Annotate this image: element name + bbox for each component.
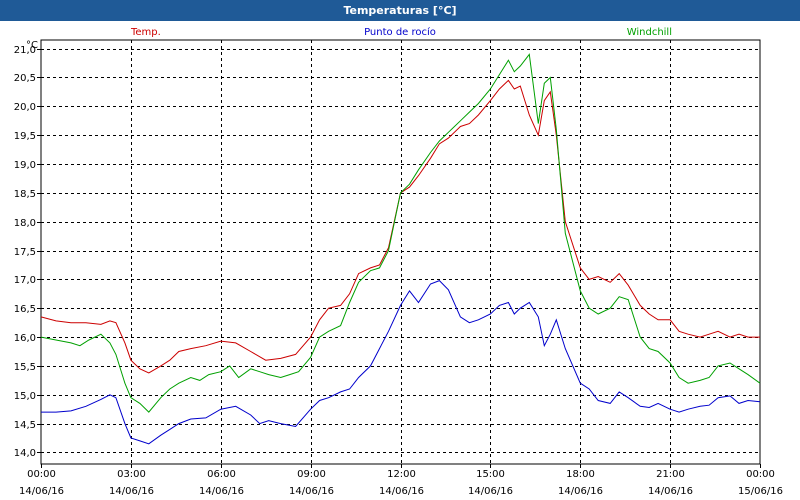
- y-tick-label: 21,0: [14, 45, 36, 56]
- y-tick-label: 20,0: [14, 102, 36, 113]
- y-axis-unit-label: °C: [26, 40, 38, 51]
- y-tick-label: 17,5: [14, 247, 36, 258]
- x-tick-date-label: 14/06/16: [19, 486, 64, 497]
- x-tick-date-label: 14/06/16: [468, 486, 513, 497]
- legend-item-windchill: Windchill: [627, 27, 672, 38]
- grid: [41, 40, 760, 464]
- x-tick-date-label: 14/06/16: [199, 486, 244, 497]
- x-tick-date-label: 14/06/16: [289, 486, 334, 497]
- x-tick-time-label: 21:00: [656, 469, 685, 480]
- series-lines: [40, 53, 761, 445]
- y-tick-label: 19,5: [14, 131, 36, 142]
- x-tick-date-label: 14/06/16: [648, 486, 693, 497]
- series-line-punto-de-roc-o: [41, 280, 761, 445]
- x-tick-time-label: 03:00: [117, 469, 146, 480]
- temperature-chart: 14,0 14,5 15,0 15,5 16,0 16,5 17,0 17,5 18,0 18,5…: [0, 21, 800, 500]
- legend-item-temp-: Temp.: [130, 27, 161, 38]
- y-tick-label: 18,5: [14, 189, 36, 200]
- y-tick-label: 16,5: [14, 304, 36, 315]
- y-tick-label: 15,5: [14, 362, 36, 373]
- series-line-temp-: [40, 79, 760, 374]
- x-tick-date-label: 15/06/16: [738, 486, 783, 497]
- chart-background: [0, 21, 800, 500]
- legend-item-punto-de-roc-o: Punto de rocío: [364, 26, 436, 38]
- series-line-windchill: [40, 53, 761, 413]
- y-tick-label: 17,0: [14, 275, 36, 286]
- x-tick-time-label: 15:00: [476, 469, 505, 480]
- y-axis: 14,0 14,5 15,0 15,5 16,0 16,5 17,0 17,5 18,0 18,5…: [14, 45, 41, 459]
- y-tick-label: 18,0: [14, 218, 36, 229]
- x-tick-time-label: 12:00: [387, 469, 416, 480]
- x-tick-time-label: 00:00: [27, 469, 56, 480]
- y-tick-label: 20,5: [14, 73, 36, 84]
- x-tick-date-label: 14/06/16: [558, 486, 603, 497]
- x-tick-time-label: 18:00: [566, 469, 595, 480]
- x-tick-date-label: 14/06/16: [109, 486, 154, 497]
- y-tick-label: 14,5: [14, 420, 36, 431]
- x-tick-time-label: 00:00: [746, 469, 775, 480]
- y-tick-label: 15,0: [14, 391, 36, 402]
- y-tick-label: 19,0: [14, 160, 36, 171]
- y-tick-label: 16,0: [14, 333, 36, 344]
- y-tick-label: 14,0: [14, 448, 36, 459]
- legend: Temp. Punto de rocío Windchill: [130, 26, 672, 38]
- window-title: Temperaturas [°C]: [0, 0, 800, 21]
- x-tick-date-label: 14/06/16: [379, 486, 424, 497]
- x-tick-time-label: 09:00: [297, 469, 326, 480]
- x-tick-time-label: 06:00: [207, 469, 236, 480]
- x-axis: 00:00 14/06/16 03:00 14/06/16 06:00 14/06/16 0…: [19, 464, 783, 497]
